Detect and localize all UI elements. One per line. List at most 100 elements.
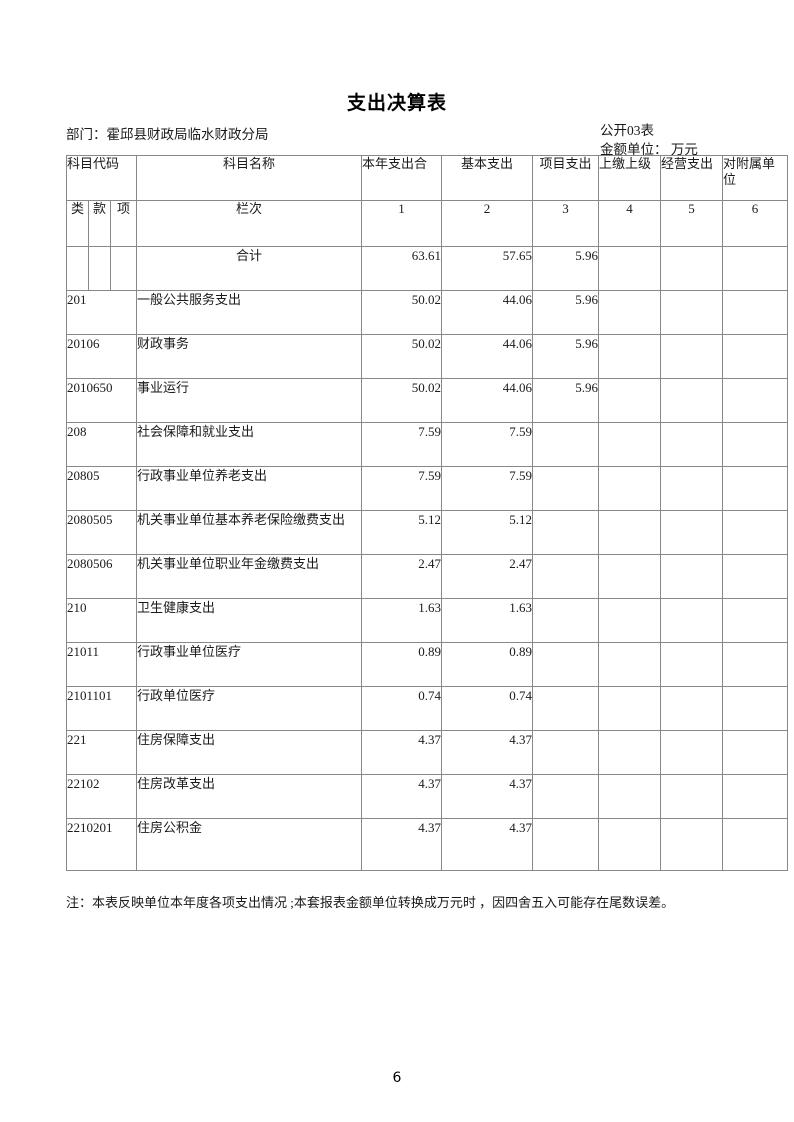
total-col4 [598,246,661,291]
total-col1: 63.61 [361,246,442,291]
header-col6: 对附属单位 [722,155,788,201]
row-col2: 4.37 [441,774,533,819]
row-col2: 7.59 [441,466,533,511]
row-col1: 4.37 [361,774,442,819]
row-col5 [660,422,723,467]
row-col6 [722,818,788,871]
row-col3: 5.96 [532,290,599,335]
row-col4 [598,642,661,687]
table-header-row-2: 类 款 项 栏次 1 2 3 4 5 6 [66,200,788,247]
table-header-row-1: 科目代码 科目名称 本年支出合 基本支出 项目支出 上缴上级 经营支出 对附属单… [66,155,788,201]
row-col1: 4.37 [361,818,442,871]
row-col5 [660,730,723,775]
row-col5 [660,466,723,511]
row-name: 机关事业单位职业年金缴费支出 [136,554,362,599]
row-col4 [598,334,661,379]
column-index-1: 1 [361,200,442,247]
row-col3 [532,642,599,687]
row-col2: 44.06 [441,290,533,335]
table-row: 22102 住房改革支出 4.37 4.37 [66,774,788,819]
row-col1: 0.74 [361,686,442,731]
row-col1: 4.37 [361,730,442,775]
department-label: 部门：霍邱县财政局临水财政分局 [66,127,269,142]
row-code: 2080505 [66,510,137,555]
table-row: 201 一般公共服务支出 50.02 44.06 5.96 [66,290,788,335]
row-col1: 2.47 [361,554,442,599]
total-col5 [660,246,723,291]
row-col6 [722,334,788,379]
form-code: 公开03表 [600,123,654,138]
expenditure-table: 科目代码 科目名称 本年支出合 基本支出 项目支出 上缴上级 经营支出 对附属单… [66,155,788,871]
row-col1: 7.59 [361,422,442,467]
row-col1: 0.89 [361,642,442,687]
row-col2: 1.63 [441,598,533,643]
row-col4 [598,554,661,599]
row-col4 [598,818,661,871]
row-col5 [660,378,723,423]
row-col2: 4.37 [441,730,533,775]
row-col6 [722,774,788,819]
header-col4: 上缴上级 [598,155,661,201]
expenditure-table-wrapper: 科目代码 科目名称 本年支出合 基本支出 项目支出 上缴上级 经营支出 对附属单… [66,155,788,871]
row-col1: 50.02 [361,378,442,423]
row-col2: 0.89 [441,642,533,687]
row-col3 [532,686,599,731]
row-code: 2080506 [66,554,137,599]
row-code: 2210201 [66,818,137,871]
row-name: 住房保障支出 [136,730,362,775]
row-code: 20805 [66,466,137,511]
row-col3 [532,598,599,643]
table-row: 20106 财政事务 50.02 44.06 5.96 [66,334,788,379]
row-col4 [598,730,661,775]
row-name: 财政事务 [136,334,362,379]
row-col3 [532,554,599,599]
row-name: 行政事业单位医疗 [136,642,362,687]
row-col6 [722,422,788,467]
header-col2: 基本支出 [441,155,533,201]
table-row: 221 住房保障支出 4.37 4.37 [66,730,788,775]
row-col5 [660,818,723,871]
header-col3: 项目支出 [532,155,599,201]
row-code: 210 [66,598,137,643]
table-row: 21011 行政事业单位医疗 0.89 0.89 [66,642,788,687]
total-col2: 57.65 [441,246,533,291]
row-col5 [660,290,723,335]
row-code: 208 [66,422,137,467]
row-name: 社会保障和就业支出 [136,422,362,467]
row-col1: 7.59 [361,466,442,511]
amount-unit: 金额单位： 万元 [600,142,698,157]
row-col4 [598,510,661,555]
row-col3 [532,422,599,467]
table-row: 210 卫生健康支出 1.63 1.63 [66,598,788,643]
column-index-6: 6 [722,200,788,247]
table-footnote: 注：本表反映单位本年度各项支出情况 ;本套报表金额单位转换成万元时 ，因四舍五入… [66,895,675,910]
row-col6 [722,730,788,775]
row-col4 [598,378,661,423]
header-code-sub-lei: 类 [66,200,89,247]
row-col2: 44.06 [441,334,533,379]
header-column-index-label: 栏次 [136,200,362,247]
row-col1: 1.63 [361,598,442,643]
table-row: 2080505 机关事业单位基本养老保险缴费支出 5.12 5.12 [66,510,788,555]
table-total-row: 合计 63.61 57.65 5.96 [66,246,788,291]
column-index-4: 4 [598,200,661,247]
row-code: 22102 [66,774,137,819]
row-name: 住房公积金 [136,818,362,871]
total-col6 [722,246,788,291]
table-row: 2210201 住房公积金 4.37 4.37 [66,818,788,871]
row-name: 住房改革支出 [136,774,362,819]
row-col2: 5.12 [441,510,533,555]
row-col5 [660,642,723,687]
row-name: 一般公共服务支出 [136,290,362,335]
total-name: 合计 [136,246,362,291]
row-col2: 4.37 [441,818,533,871]
row-col4 [598,774,661,819]
header-col5: 经营支出 [660,155,723,201]
row-name: 行政事业单位养老支出 [136,466,362,511]
row-col4 [598,290,661,335]
row-col3: 5.96 [532,378,599,423]
row-col1: 5.12 [361,510,442,555]
header-name: 科目名称 [136,155,362,201]
table-row: 208 社会保障和就业支出 7.59 7.59 [66,422,788,467]
